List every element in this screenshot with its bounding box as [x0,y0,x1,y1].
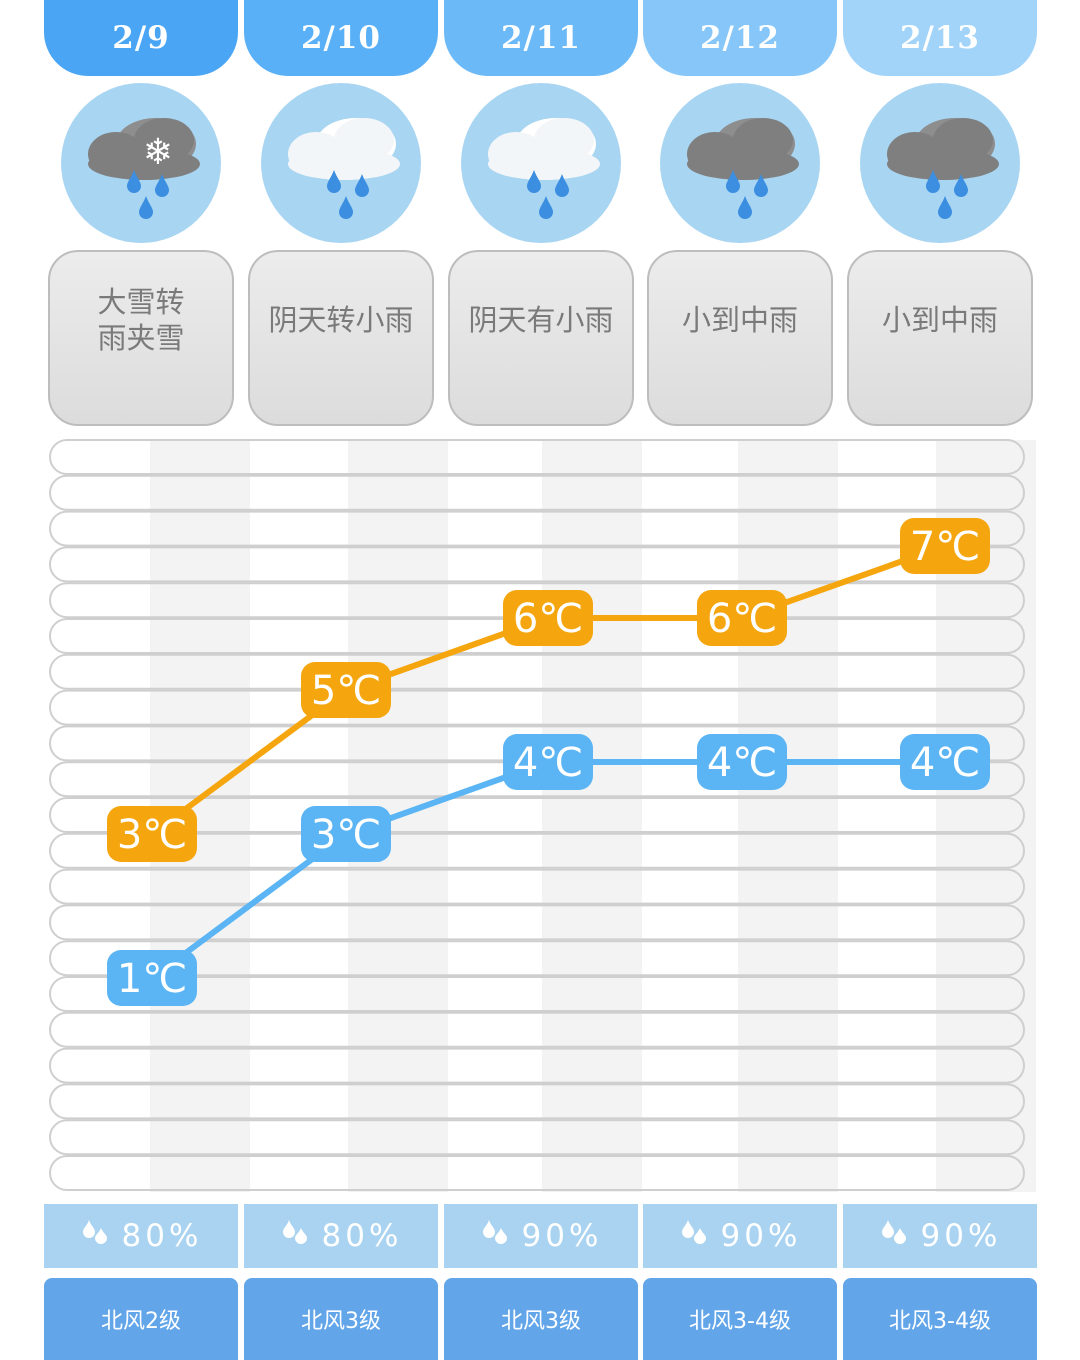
humidity-value: 80% [121,1218,203,1254]
condition-text: 阴天有小雨 [468,303,614,337]
humidity-value: 80% [321,1218,403,1254]
date-label: 2/10 [244,0,438,76]
date-label: 2/13 [843,0,1037,76]
chart-grid-row [49,940,1025,977]
temperature-point [301,806,391,862]
condition-text: 雨夹雪 [97,321,185,355]
temperature-label: 1℃ [117,956,187,1002]
temperature-label: 4℃ [910,740,980,786]
humidity-drops-icon [879,1217,909,1255]
chart-column-stripe [738,440,838,1192]
humidity-cell: 90% [444,1204,638,1268]
humidity-cell: 90% [643,1204,837,1268]
chart-grid-row [49,1119,1025,1156]
temperature-point [697,590,787,646]
temperature-label: 3℃ [311,812,381,858]
chart-grid-row [49,868,1025,905]
humidity-cell: 80% [44,1204,238,1268]
chart-grid-row [49,1155,1025,1191]
chart-grid-row [49,474,1025,511]
chart-grid-row [49,689,1025,726]
wind-cell: 北风3-4级 [643,1278,837,1360]
chart-grid-row [49,797,1025,833]
temperature-point [107,806,197,862]
temperature-label: 5℃ [311,668,381,714]
humidity-value: 90% [720,1218,802,1254]
humidity-drops-icon [480,1217,510,1255]
date-label: 2/12 [643,0,837,76]
humidity-cell: 80% [244,1204,438,1268]
temperature-point [900,734,990,790]
temperature-label: 6℃ [707,596,777,642]
temperature-point [503,590,593,646]
chart-grid-row [49,653,1025,690]
wind-cell: 北风3级 [444,1278,638,1360]
chart-grid-row [49,439,1025,475]
condition-card: 阴天转小雨 [248,250,434,426]
humidity-value: 90% [521,1218,603,1254]
snow-rain-cloud-icon: ❄ [46,82,236,244]
temperature-label: 7℃ [910,524,980,570]
temperature-label: 3℃ [117,812,187,858]
temperature-label: 6℃ [513,596,583,642]
condition-text: 阴天转小雨 [268,303,414,337]
humidity-value: 90% [920,1218,1002,1254]
chart-grid-row [49,904,1025,941]
chart-grid-row [49,1047,1025,1084]
temperature-point [301,662,391,718]
humidity-drops-icon [280,1217,310,1255]
chart-column-stripe [542,440,642,1192]
humidity-drops-icon [80,1217,110,1255]
wind-cell: 北风3级 [244,1278,438,1360]
temperature-label: 4℃ [707,740,777,786]
humidity-drops-icon [679,1217,709,1255]
dark-cloud-rain-icon [845,82,1035,244]
condition-text: 大雪转 [97,285,185,319]
svg-text:❄: ❄ [143,132,173,173]
chart-grid-row [49,510,1025,547]
chart-grid-row [49,1011,1025,1048]
chart-grid-row [49,546,1025,583]
condition-text: 小到中雨 [881,303,998,337]
white-cloud-rain-icon [446,82,636,244]
dark-cloud-rain-icon [645,82,835,244]
humidity-cell: 90% [843,1204,1037,1268]
condition-text: 小到中雨 [681,303,798,337]
condition-card: 小到中雨 [847,250,1033,426]
date-label: 2/9 [44,0,238,76]
temperature-point [503,734,593,790]
temperature-point [900,518,990,574]
temperature-point [697,734,787,790]
condition-card: 大雪转 雨夹雪 [48,250,234,426]
temperature-label: 4℃ [513,740,583,786]
chart-grid-row [49,1083,1025,1120]
temperature-point [107,950,197,1006]
wind-cell: 北风3-4级 [843,1278,1037,1360]
chart-grid-row [49,832,1025,869]
date-label: 2/11 [444,0,638,76]
condition-card: 阴天有小雨 [448,250,634,426]
white-cloud-rain-icon [246,82,436,244]
condition-card: 小到中雨 [647,250,833,426]
chart-grid-row [49,976,1025,1012]
wind-cell: 北风2级 [44,1278,238,1360]
